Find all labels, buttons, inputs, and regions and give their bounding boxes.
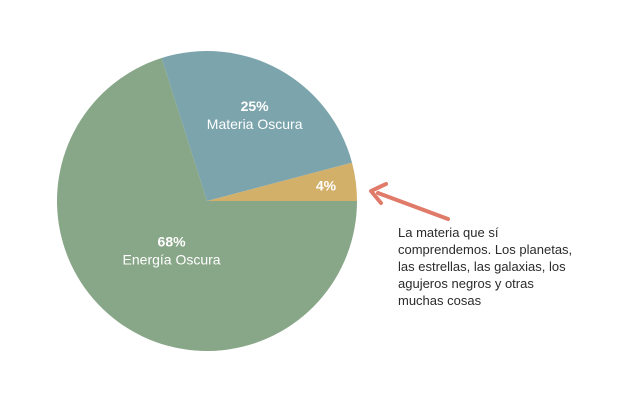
annotation-arrow-head [369, 182, 388, 205]
slice-percent-label: 4% [316, 177, 337, 193]
annotation-arrow [369, 182, 450, 221]
pie-slice-68pct [57, 58, 357, 352]
annotation-text: La materia que sí comprendemos. Los plan… [398, 225, 573, 308]
slice-percent-label: 68% [158, 233, 187, 249]
pie-labels: 4% 25% Materia Oscura 68% Energía Oscura [123, 98, 337, 267]
slice-percent-label: 25% [241, 98, 270, 114]
slice-name-label: Materia Oscura [207, 116, 303, 132]
pie-slice-4pct [207, 162, 357, 201]
pie-slice-25pct [161, 50, 352, 201]
annotation-arrow-line [376, 191, 450, 221]
slice-name-label: Energía Oscura [123, 251, 221, 267]
pie-slices [57, 50, 357, 352]
